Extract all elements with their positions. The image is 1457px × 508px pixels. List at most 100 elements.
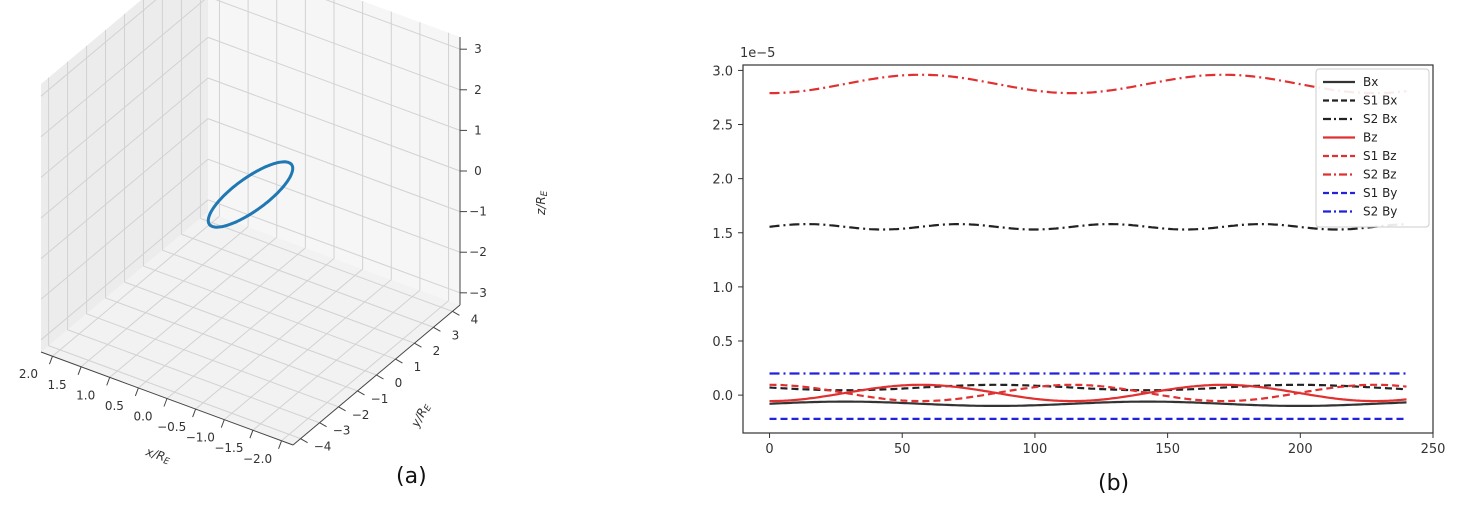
y-tick-label: 1.5 <box>712 227 733 242</box>
grid-line <box>200 217 453 312</box>
x-tick-label: −0.5 <box>157 420 186 434</box>
grid-line <box>40 118 209 259</box>
x-tick-label: 0.0 <box>133 410 152 424</box>
x-tick-label: 200 <box>1288 442 1313 457</box>
panel-label-b: (b) <box>1098 471 1129 496</box>
x-tick-label: 100 <box>1023 442 1048 457</box>
series-line <box>769 400 1407 407</box>
legend-label: S2 Bz <box>1363 168 1397 182</box>
y-tick-label: 0 <box>395 376 403 390</box>
legend-label: S2 By <box>1363 205 1397 219</box>
x-tick-label: 1.5 <box>48 378 67 392</box>
series-line <box>769 383 1407 392</box>
series-line <box>769 73 1407 95</box>
y-tick-label: 0.5 <box>712 335 733 350</box>
y-tick-label: 1.0 <box>712 281 733 296</box>
grid-line <box>40 0 157 97</box>
legend-label: S2 Bx <box>1363 112 1397 126</box>
y-tick-mark <box>433 326 441 332</box>
x-tick-mark <box>278 440 283 449</box>
x-tick-label: 0.5 <box>105 399 124 413</box>
series-line <box>769 223 1407 231</box>
x-tick-label: 50 <box>894 442 911 457</box>
legend-box <box>1315 68 1430 228</box>
x-tick-mark <box>220 419 225 428</box>
x-tick-mark <box>48 356 53 365</box>
y-tick-label: −1 <box>371 392 389 406</box>
legend-label: Bx <box>1363 75 1378 89</box>
y-tick-label: 2.5 <box>712 119 733 134</box>
orbit-ellipse <box>206 160 295 229</box>
panel-label-a: (a) <box>396 464 427 489</box>
y-tick-label: −4 <box>314 440 332 454</box>
y-tick-label: 4 <box>471 312 479 326</box>
x-tick-label: −1.0 <box>186 431 215 445</box>
grid-line <box>207 77 461 172</box>
grid-line <box>40 77 209 219</box>
grid-line <box>143 265 396 360</box>
y-tick-mark <box>357 390 365 396</box>
grid-line <box>207 118 461 213</box>
grid-line <box>181 233 434 328</box>
x-tick-label: 150 <box>1155 442 1180 457</box>
y-tick-label: 2.0 <box>712 173 733 188</box>
z-tick-label: −3 <box>469 286 487 300</box>
grid-line <box>124 281 377 376</box>
x-axis-label: x/RE <box>143 444 173 467</box>
x-tick-label: 2.0 <box>19 367 38 381</box>
z-tick-label: −2 <box>469 245 487 259</box>
legend-label: Bz <box>1363 131 1378 145</box>
y-tick-mark <box>300 438 308 444</box>
x-tick-label: 0 <box>765 442 773 457</box>
legend-label: S1 By <box>1363 186 1397 200</box>
z-axis-label: z/RE <box>534 190 550 216</box>
figure-a-3d-plot: −2.0−1.5−1.0−0.50.00.51.01.52.0−4−3−2−10… <box>19 0 550 489</box>
x-tick-label: 250 <box>1421 442 1446 457</box>
y-tick-label: 2 <box>433 344 441 358</box>
y-tick-mark <box>319 422 327 428</box>
x-tick-mark <box>106 377 111 386</box>
y-tick-mark <box>338 406 346 412</box>
y-tick-label: 3.0 <box>712 64 733 79</box>
figure-b-line-plot: 0 50 100 150 200 250 0.0 0.5 1.0 1.5 2.0 2.5 3.0 1e−… <box>712 46 1445 496</box>
3d-tick-labels: −2.0−1.5−1.0−0.50.00.51.01.52.0−4−3−2−10… <box>19 42 487 466</box>
legend-label: S1 Bx <box>1363 94 1397 108</box>
x-tick-label: −1.5 <box>214 441 243 455</box>
grid-line <box>325 0 461 50</box>
y-tick-mark <box>414 342 422 348</box>
y-tick-label: 1 <box>414 360 422 374</box>
y-tick-label: −2 <box>352 408 370 422</box>
z-tick-label: 0 <box>474 164 482 178</box>
z-tick-label: −1 <box>469 205 487 219</box>
y-axis-label: y/RE <box>408 400 435 431</box>
grid-line <box>207 36 461 131</box>
grid-line <box>40 199 209 341</box>
y-tick-label: 3 <box>452 328 460 342</box>
grid-line <box>105 297 358 392</box>
legend-label: S1 Bz <box>1363 149 1397 163</box>
x-tick-mark <box>163 398 168 407</box>
grid-line <box>48 345 301 440</box>
x-tick-mark <box>192 408 197 418</box>
grid-line <box>162 249 415 344</box>
legend: Bx S1 Bx S2 Bx Bz S1 Bz S2 Bz S1 By S2 By <box>1315 68 1430 228</box>
offset-text: 1e−5 <box>740 46 775 61</box>
z-tick-label: 3 <box>474 42 482 56</box>
series-lines <box>769 73 1407 420</box>
grid-line <box>40 158 209 300</box>
x-tick-mark <box>134 387 139 397</box>
x-tick-label: 1.0 <box>76 388 95 402</box>
grid-line <box>215 0 461 91</box>
tick-labels: 0 50 100 150 200 250 0.0 0.5 1.0 1.5 2.0 2.5 3.0 <box>712 64 1445 457</box>
grid-line <box>40 0 205 138</box>
grid-line <box>67 329 320 424</box>
x-tick-label: −2.0 <box>243 452 272 466</box>
series-line <box>769 383 1407 403</box>
3d-grid <box>40 0 461 446</box>
y-tick-mark <box>395 358 403 364</box>
z-tick-label: 1 <box>474 123 482 137</box>
y-tick-label: 0.0 <box>712 389 733 404</box>
z-tick-label: 2 <box>474 83 482 97</box>
x-tick-mark <box>77 366 82 375</box>
grid-line <box>86 313 339 408</box>
